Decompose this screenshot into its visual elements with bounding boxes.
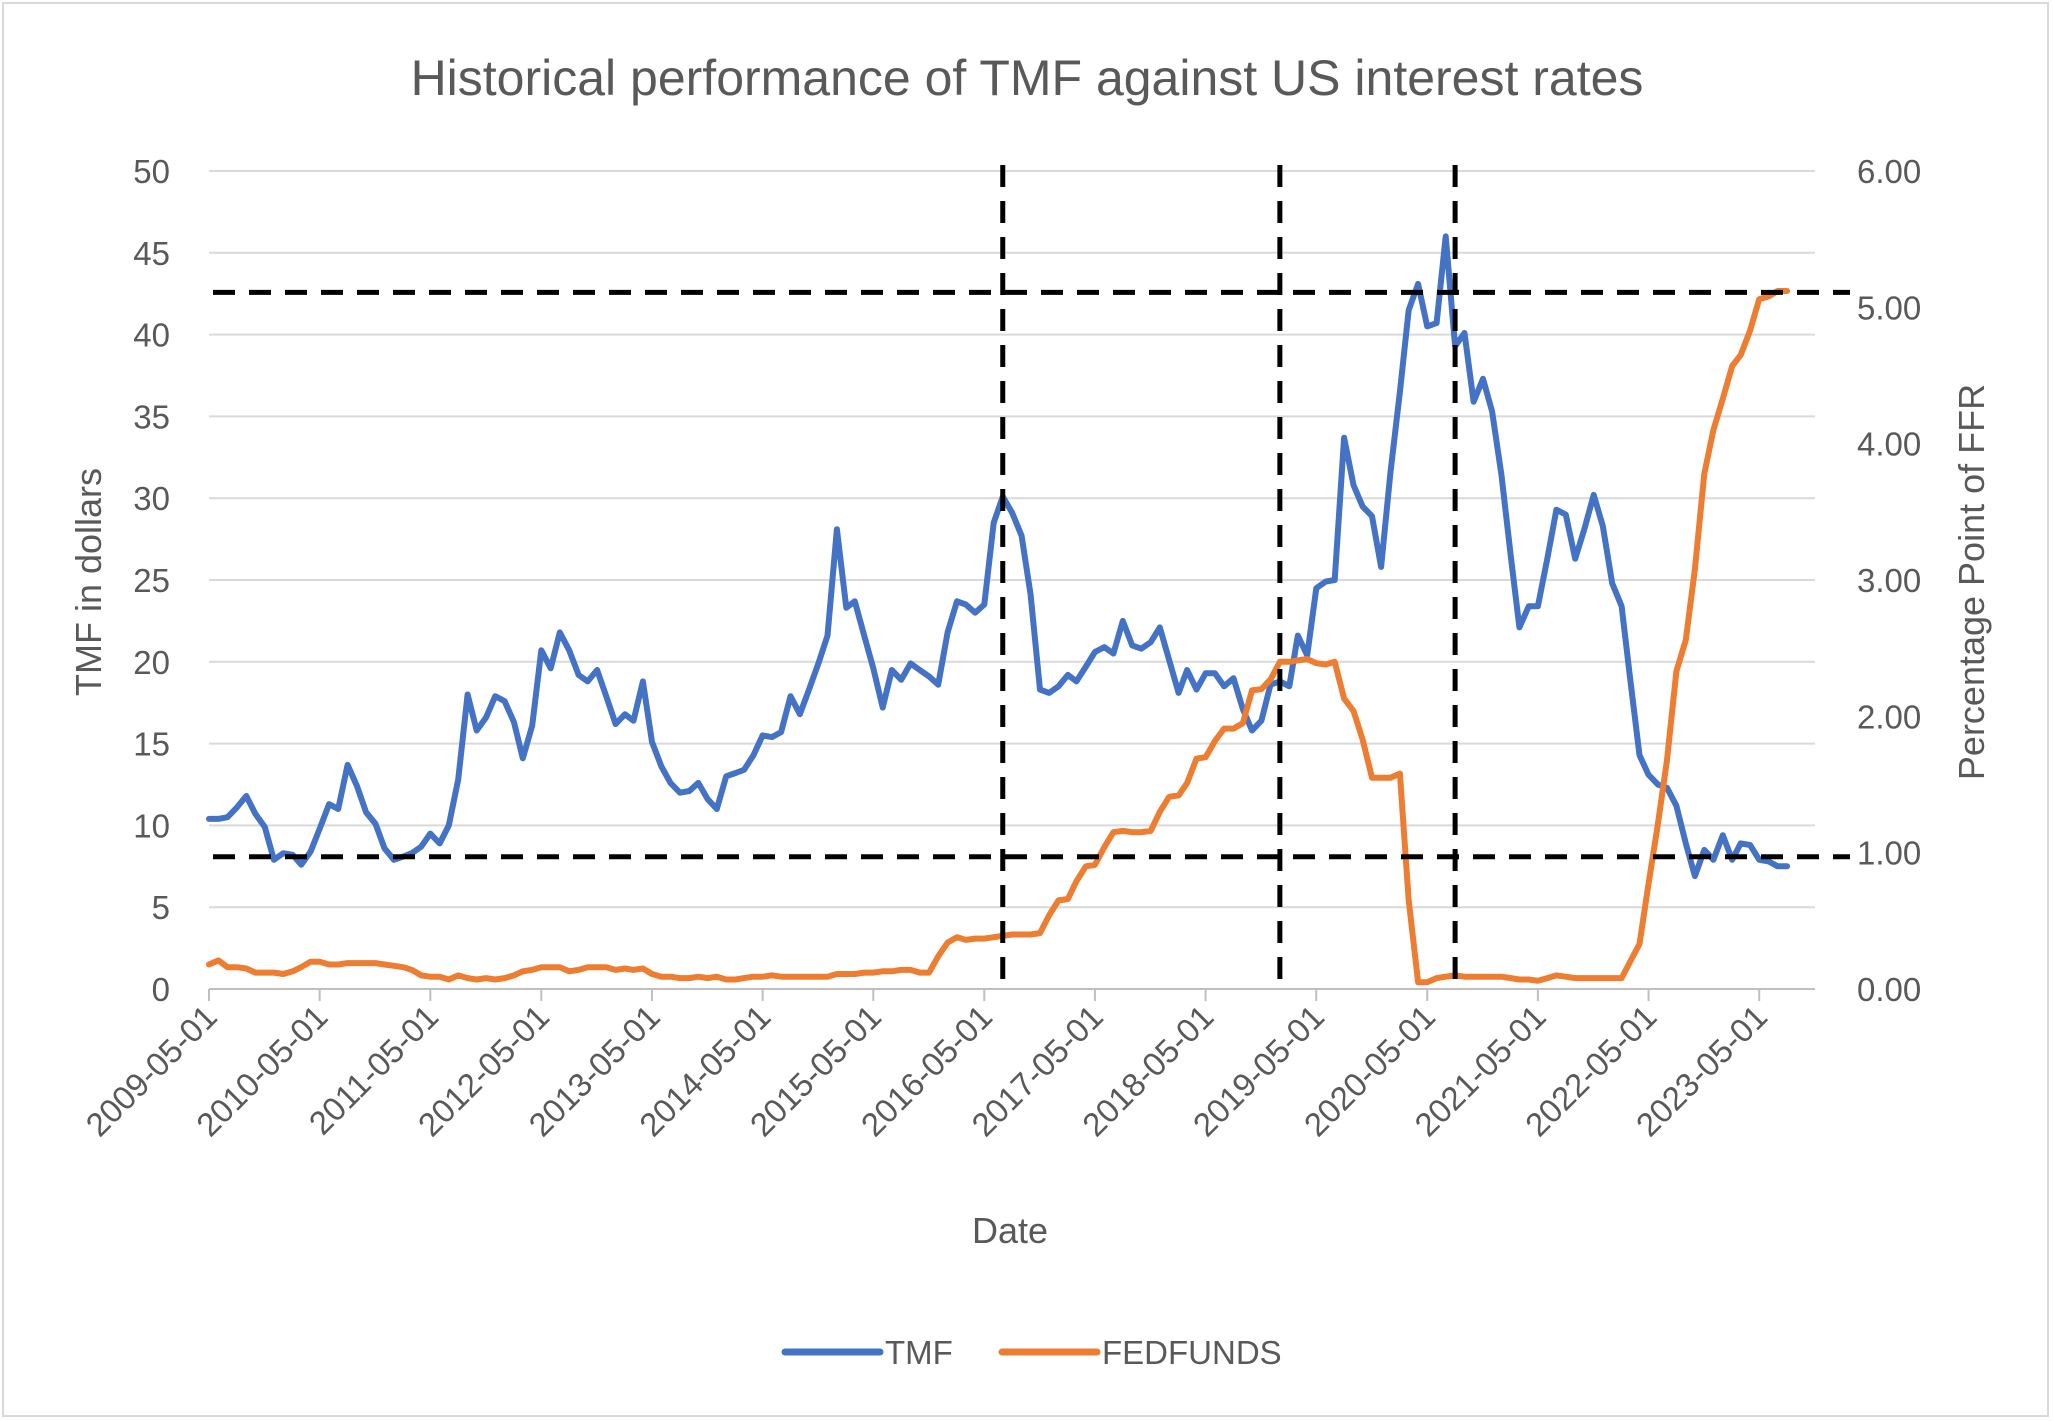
series-lines (206, 233, 1791, 986)
legend: TMF FEDFUNDS (781, 1334, 1282, 1371)
y-tick-label: 30 (133, 480, 170, 517)
y-tick-label: 0 (152, 971, 170, 1008)
y2-tick-label: 2.00 (1857, 698, 1921, 735)
series-line-tmf (206, 233, 1791, 880)
y-tick-label: 35 (133, 398, 170, 435)
y-axis-title: TMF in dollars (68, 468, 109, 696)
right-axis-ticks: 0.00 1.00 2.00 3.00 4.00 5.00 6.00 (1857, 153, 1921, 1008)
y2-tick-label: 4.00 (1857, 426, 1921, 463)
y-tick-label: 15 (133, 726, 170, 763)
y-tick-label: 25 (133, 562, 170, 599)
y2-tick-label: 3.00 (1857, 562, 1921, 599)
left-axis-ticks: 0 5 10 15 20 25 30 35 40 45 50 (133, 153, 170, 1008)
y-tick-label: 40 (133, 317, 170, 354)
chart-title: Historical performance of TMF against US… (411, 50, 1644, 106)
y-tick-label: 20 (133, 644, 170, 681)
legend-tmf-label: TMF (885, 1334, 953, 1371)
reference-lines (213, 165, 1850, 985)
y2-tick-label: 0.00 (1857, 971, 1921, 1008)
series-line-fedfunds (206, 288, 1791, 986)
legend-fedfunds-label: FEDFUNDS (1102, 1334, 1282, 1371)
x-axis-ticks: 2009-05-012010-05-012011-05-012012-05-01… (78, 989, 1774, 1143)
y2-tick-label: 6.00 (1857, 153, 1921, 190)
y2-tick-label: 1.00 (1857, 835, 1921, 872)
x-axis-title: Date (972, 1210, 1048, 1251)
y-tick-label: 5 (152, 889, 170, 926)
y-tick-label: 10 (133, 807, 170, 844)
y-tick-label: 45 (133, 235, 170, 272)
gridlines (209, 170, 1815, 990)
y2-axis-title: Percentage Point of FFR (1951, 384, 1992, 780)
y-tick-label: 50 (133, 153, 170, 190)
y2-tick-label: 5.00 (1857, 289, 1921, 326)
